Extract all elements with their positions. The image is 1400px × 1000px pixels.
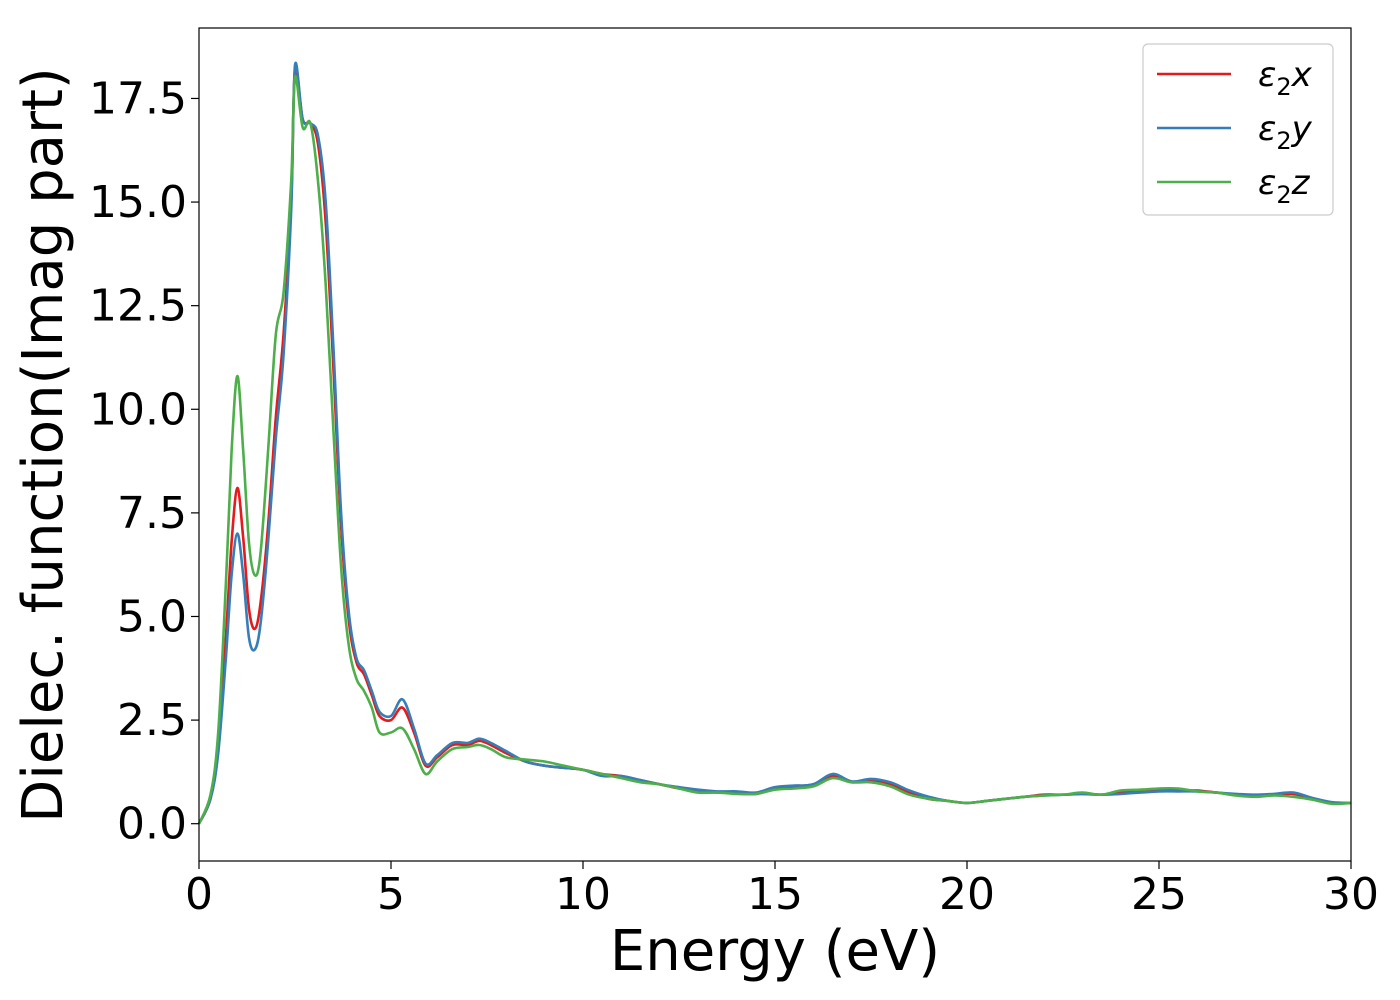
y-tick-label: 10.0 (89, 384, 187, 435)
y-tick-label: 5.0 (117, 591, 187, 642)
x-tick-label: 20 (939, 869, 995, 920)
y-tick-label: 7.5 (117, 488, 187, 539)
y-axis: 0.0 2.5 5.0 7.5 10.0 12.5 15.0 17.5 (89, 73, 199, 850)
legend-label-x: ε2x (1258, 55, 1313, 101)
y-tick-label: 15.0 (89, 177, 187, 228)
x-tick-label: 5 (377, 869, 405, 920)
series-layer (197, 61, 1352, 825)
x-tick-label: 25 (1131, 869, 1187, 920)
y-tick-label: 0.0 (117, 799, 187, 850)
y-tick-label: 12.5 (89, 281, 187, 332)
legend-frame (1142, 43, 1334, 216)
x-tick-label: 10 (555, 869, 611, 920)
y-tick-label: 2.5 (117, 695, 187, 746)
legend: ε2x ε2y ε2z (1142, 43, 1334, 216)
series-line-z (197, 75, 1352, 825)
x-tick-label: 15 (747, 869, 803, 920)
legend-label-y: ε2y (1258, 109, 1313, 155)
x-tick-label: 30 (1323, 869, 1379, 920)
y-tick-label: 17.5 (89, 73, 187, 124)
y-axis-title: Dielec. function(Imag part) (11, 67, 76, 823)
x-axis: 0 5 10 15 20 25 30 (185, 861, 1379, 920)
x-axis-title: Energy (eV) (610, 919, 940, 984)
legend-label-z: ε2z (1258, 163, 1311, 209)
x-tick-label: 0 (185, 869, 213, 920)
